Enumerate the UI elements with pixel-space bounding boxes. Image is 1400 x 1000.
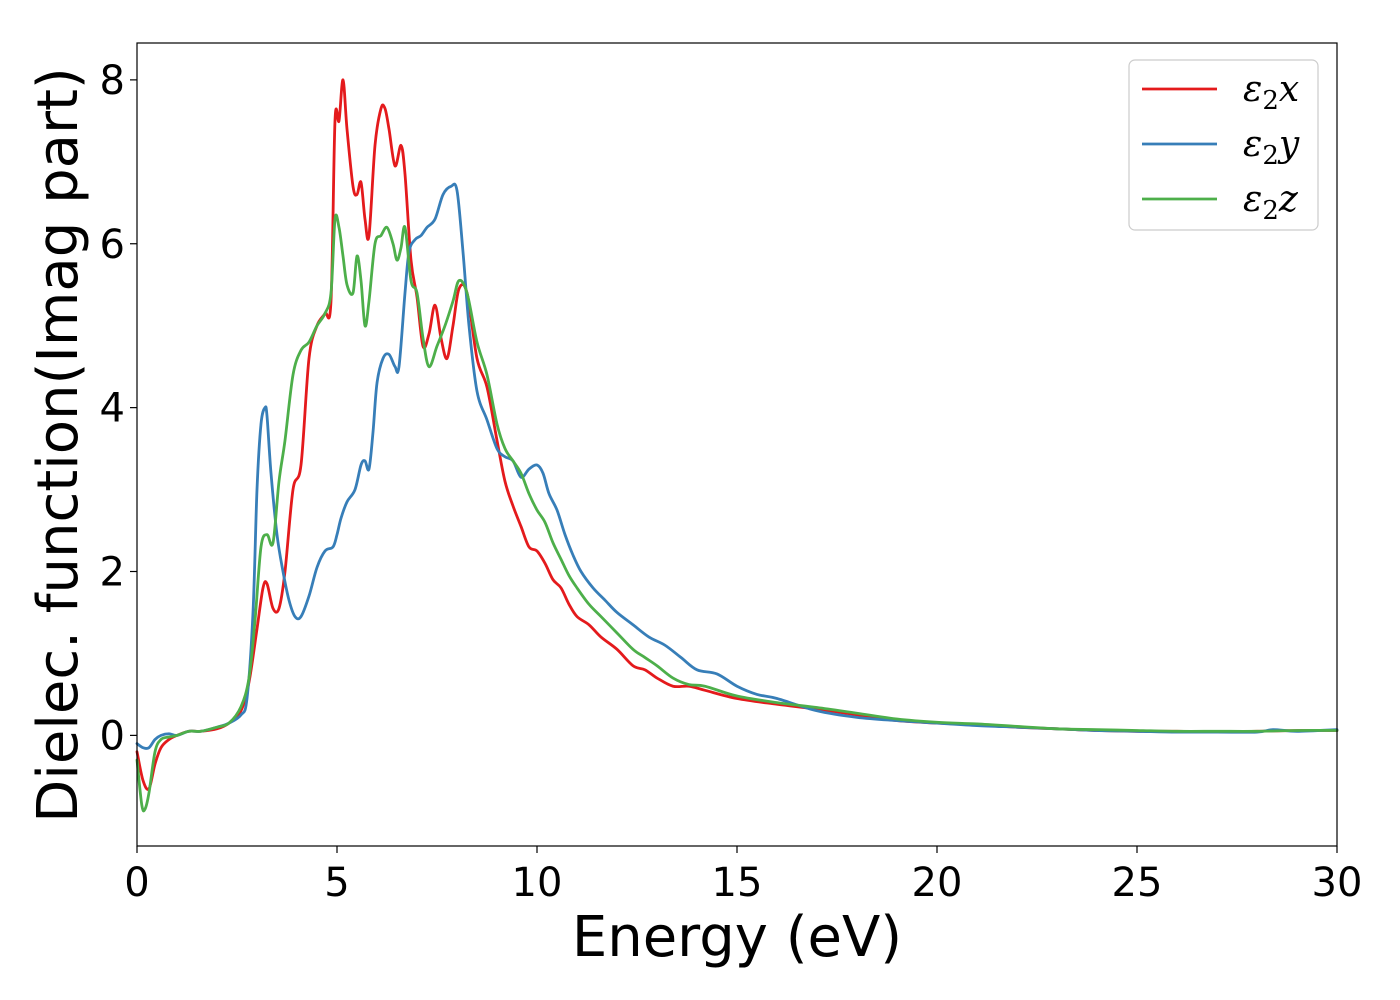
legend-label-y: ε2y [1243,124,1300,171]
y-tick-label: 0 [100,713,125,759]
series-layer [135,78,1339,813]
legend-label-z: ε2z [1243,179,1299,226]
y-axis: 0 2 4 6 8 [100,58,137,759]
x-tick-label: 5 [324,860,349,906]
x-tick-label: 15 [712,860,763,906]
x-tick-label: 10 [512,860,563,906]
series-line-z [135,213,1339,813]
x-axis-title: Energy (eV) [572,905,902,970]
series-line-y [135,182,1339,750]
legend-box [1128,59,1319,231]
x-tick-label: 25 [1112,860,1163,906]
y-tick-label: 4 [100,386,125,432]
y-tick-label: 2 [100,550,125,596]
y-axis-title: Dielec. function(Imag part) [26,67,91,823]
y-tick-label: 8 [100,58,125,104]
y-tick-label: 6 [100,222,125,268]
x-tick-label: 20 [912,860,963,906]
legend-label-x: ε2x [1243,69,1299,116]
x-axis: 0 5 10 15 20 25 30 [124,846,1362,906]
x-tick-label: 0 [124,860,149,906]
legend: ε2x ε2y ε2z [1128,59,1319,231]
x-tick-label: 30 [1312,860,1363,906]
